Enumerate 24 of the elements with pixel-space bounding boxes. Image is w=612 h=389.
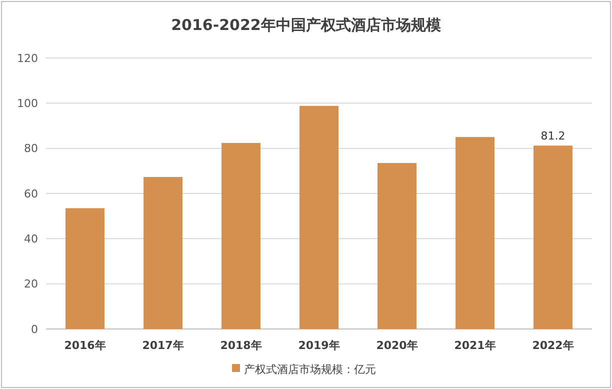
bar bbox=[66, 208, 104, 329]
y-tick-label: 100 bbox=[17, 97, 38, 110]
bar bbox=[378, 163, 416, 329]
bar bbox=[222, 142, 260, 329]
bar bbox=[300, 106, 338, 329]
y-tick-label: 60 bbox=[24, 187, 38, 200]
y-tick-label: 120 bbox=[17, 52, 38, 65]
bar bbox=[534, 146, 572, 329]
y-tick-label: 80 bbox=[24, 142, 38, 156]
x-tick-label: 2018年 bbox=[220, 339, 262, 352]
x-tick-label: 2022年 bbox=[532, 339, 574, 352]
x-tick-label: 2016年 bbox=[64, 339, 106, 352]
y-tick-label: 40 bbox=[24, 232, 38, 246]
bar bbox=[456, 137, 494, 329]
bar bbox=[144, 177, 182, 329]
y-tick-label: 20 bbox=[24, 278, 38, 291]
y-tick-label: 0 bbox=[31, 322, 38, 336]
x-tick-label: 2020年 bbox=[376, 339, 418, 352]
chart-title: 2016-2022年中国产权式酒店市场规模 bbox=[171, 16, 442, 34]
x-tick-label: 2017年 bbox=[142, 339, 184, 352]
x-tick-label: 2019年 bbox=[298, 339, 340, 352]
x-tick-label: 2021年 bbox=[454, 339, 496, 352]
data-label: 81.2 bbox=[540, 130, 566, 143]
legend-label: 产权式酒店市场规模：亿元 bbox=[244, 362, 376, 376]
